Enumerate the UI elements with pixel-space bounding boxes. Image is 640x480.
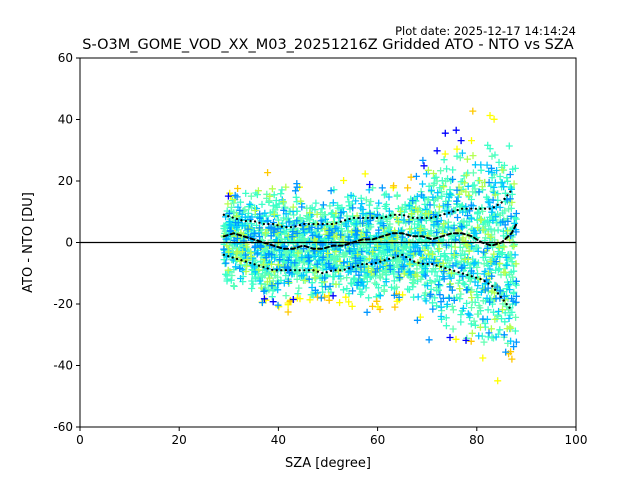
y-tick-label: 20 <box>58 174 73 188</box>
plot-date: Plot date: 2025-12-17 14:14:24 <box>395 24 576 38</box>
x-tick-label: 20 <box>172 433 187 447</box>
y-tick-label: 40 <box>58 113 73 127</box>
y-tick-label: -60 <box>53 420 73 434</box>
chart-title: S-O3M_GOME_VOD_XX_M03_20251216Z Gridded … <box>82 37 573 53</box>
x-tick-label: 0 <box>76 433 84 447</box>
upper-std-line <box>222 189 513 229</box>
scatter-points <box>224 126 470 344</box>
mean-line <box>222 223 518 250</box>
x-tick-label: 60 <box>370 433 385 447</box>
y-tick-label: -40 <box>53 359 73 373</box>
lower-std-line <box>222 253 513 312</box>
y-tick-label: 60 <box>58 51 73 65</box>
y-tick-label: -20 <box>53 297 73 311</box>
x-tick-label: 40 <box>271 433 286 447</box>
y-axis-label: ATO - NTO [DU] <box>21 192 36 293</box>
scatter-points <box>234 107 516 363</box>
x-tick-label: 100 <box>565 433 588 447</box>
lines-layer <box>80 189 576 312</box>
x-tick-label: 80 <box>469 433 484 447</box>
y-ticks: -60 -40 -20 0 20 40 60 <box>53 51 80 434</box>
y-tick-label: 0 <box>65 236 73 250</box>
x-axis-label: SZA [degree] <box>285 456 371 471</box>
scatter-layer <box>220 107 520 385</box>
x-ticks: 0 20 40 60 80 100 <box>76 427 587 447</box>
